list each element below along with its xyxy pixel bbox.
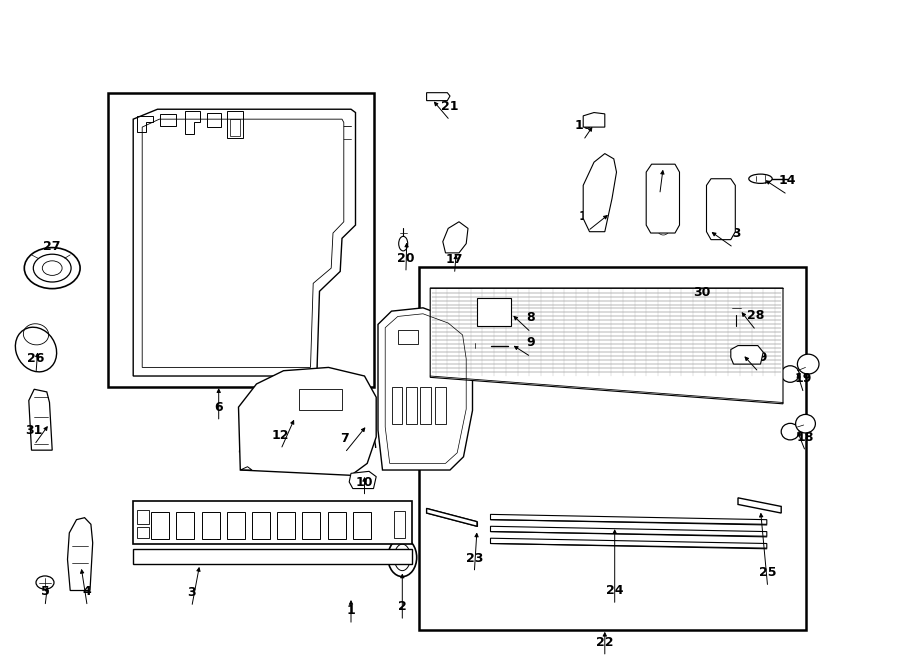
Ellipse shape: [797, 354, 819, 374]
Bar: [420, 387, 431, 424]
Text: 4: 4: [83, 585, 92, 598]
Bar: [133, 501, 412, 544]
Polygon shape: [349, 471, 376, 489]
Polygon shape: [378, 308, 472, 470]
Text: 18: 18: [796, 430, 814, 444]
Text: 1: 1: [346, 604, 356, 617]
Bar: [227, 512, 245, 539]
Bar: [406, 387, 417, 424]
Polygon shape: [583, 154, 617, 232]
Text: 31: 31: [25, 424, 43, 437]
Text: 11: 11: [651, 173, 669, 187]
Bar: [176, 512, 194, 539]
Text: 12: 12: [272, 428, 290, 442]
Ellipse shape: [781, 366, 799, 383]
Text: 24: 24: [606, 584, 624, 597]
Polygon shape: [427, 93, 450, 101]
Bar: [394, 511, 405, 538]
Text: 20: 20: [397, 252, 415, 265]
Text: 14: 14: [778, 173, 796, 187]
Polygon shape: [430, 288, 783, 404]
Text: 25: 25: [759, 566, 777, 579]
Bar: [227, 111, 243, 138]
Bar: [108, 93, 374, 387]
Ellipse shape: [796, 414, 815, 433]
Text: 23: 23: [465, 551, 483, 565]
Text: 19: 19: [795, 372, 813, 385]
Text: 15: 15: [579, 210, 597, 223]
Text: 9: 9: [526, 336, 536, 349]
Text: 28: 28: [747, 309, 765, 322]
Bar: [477, 298, 511, 326]
Polygon shape: [427, 508, 477, 526]
Polygon shape: [583, 113, 605, 127]
Bar: [133, 549, 412, 564]
Bar: [202, 512, 220, 539]
Text: 13: 13: [724, 226, 742, 240]
Text: 30: 30: [693, 286, 711, 299]
Text: 6: 6: [214, 401, 223, 414]
Ellipse shape: [15, 327, 57, 372]
Bar: [398, 330, 418, 344]
Bar: [137, 510, 149, 524]
Polygon shape: [29, 389, 52, 450]
Text: 16: 16: [574, 119, 592, 132]
Ellipse shape: [36, 576, 54, 589]
Polygon shape: [68, 518, 93, 591]
Text: 27: 27: [42, 240, 60, 253]
Bar: [328, 512, 346, 539]
Bar: [418, 267, 806, 630]
Bar: [299, 389, 342, 410]
Bar: [353, 512, 371, 539]
Polygon shape: [142, 119, 344, 367]
Ellipse shape: [467, 341, 491, 350]
Text: 21: 21: [441, 99, 459, 113]
Ellipse shape: [388, 538, 417, 577]
Ellipse shape: [749, 174, 772, 183]
Text: 10: 10: [356, 475, 373, 489]
Polygon shape: [133, 109, 356, 376]
Bar: [230, 119, 240, 136]
Bar: [137, 527, 149, 538]
Text: 22: 22: [596, 636, 614, 649]
Polygon shape: [731, 346, 763, 364]
Text: 7: 7: [340, 432, 349, 445]
Bar: [302, 512, 320, 539]
Ellipse shape: [689, 302, 718, 323]
Text: 8: 8: [526, 311, 536, 324]
Ellipse shape: [24, 248, 80, 289]
Bar: [207, 113, 220, 127]
Bar: [252, 512, 270, 539]
Bar: [392, 387, 402, 424]
Ellipse shape: [731, 294, 742, 315]
Text: 17: 17: [446, 253, 464, 266]
Ellipse shape: [781, 424, 799, 440]
Polygon shape: [706, 179, 735, 240]
Text: 3: 3: [187, 586, 196, 599]
Text: 29: 29: [750, 351, 768, 364]
Text: 2: 2: [398, 600, 407, 613]
Polygon shape: [443, 222, 468, 253]
Text: 5: 5: [40, 585, 50, 598]
Bar: [160, 114, 176, 126]
Text: 26: 26: [27, 352, 45, 365]
Polygon shape: [646, 164, 680, 233]
Ellipse shape: [399, 236, 408, 251]
Bar: [151, 512, 169, 539]
Bar: [435, 387, 446, 424]
Polygon shape: [238, 367, 376, 475]
Bar: [277, 512, 295, 539]
